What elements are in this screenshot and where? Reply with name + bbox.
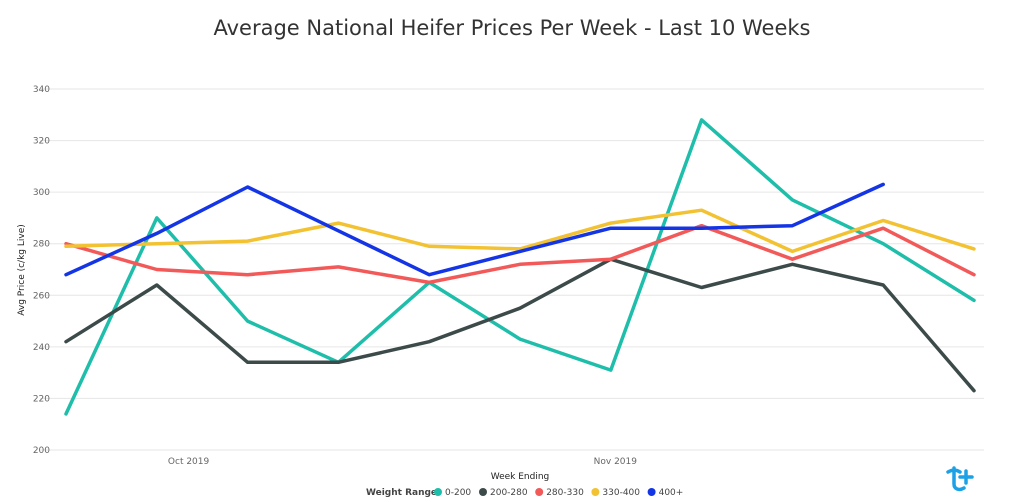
series-line-280-330 (64, 223, 976, 285)
series-line-0-200 (64, 118, 976, 416)
legend: Weight Range 0-200 200-280 280-330 330-400 40… (366, 488, 683, 498)
brand-logo-icon (946, 466, 974, 492)
legend-swatch (535, 488, 544, 496)
gridlines (40, 88, 984, 451)
chart-title: Average National Heifer Prices Per Week … (213, 16, 811, 40)
legend-swatch (479, 488, 487, 496)
series-line-330-400 (64, 208, 976, 254)
legend-swatch (434, 488, 442, 496)
y-axis: 200 220 240 260 280 300 320 340 (33, 85, 50, 456)
legend-title: Weight Range (366, 488, 437, 498)
legend-swatch (647, 488, 656, 496)
y-tick-label: 220 (33, 394, 50, 404)
series-line-400+ (64, 182, 885, 277)
y-tick-label: 320 (33, 137, 50, 147)
legend-item: 0-200 (445, 488, 471, 498)
y-tick-label: 300 (33, 188, 50, 198)
x-axis: Oct 2019 Nov 2019 (168, 457, 637, 467)
legend-item: 400+ (659, 488, 684, 498)
x-axis-title: Week Ending (491, 472, 550, 482)
y-tick-label: 280 (33, 240, 50, 250)
y-tick-label: 260 (33, 291, 50, 301)
x-tick-label: Nov 2019 (594, 457, 638, 467)
x-tick-label: Oct 2019 (168, 457, 210, 467)
legend-item: 200-280 (490, 488, 528, 498)
y-tick-label: 240 (33, 343, 50, 353)
series-line-200-280 (64, 257, 976, 393)
y-tick-label: 340 (33, 85, 50, 95)
legend-item: 330-400 (602, 488, 640, 498)
legend-swatch (591, 488, 600, 496)
y-axis-title: Avg Price (c/kg Live) (17, 224, 27, 316)
series-lines (64, 118, 976, 416)
y-tick-label: 200 (33, 446, 50, 456)
legend-item: 280-330 (546, 488, 584, 498)
